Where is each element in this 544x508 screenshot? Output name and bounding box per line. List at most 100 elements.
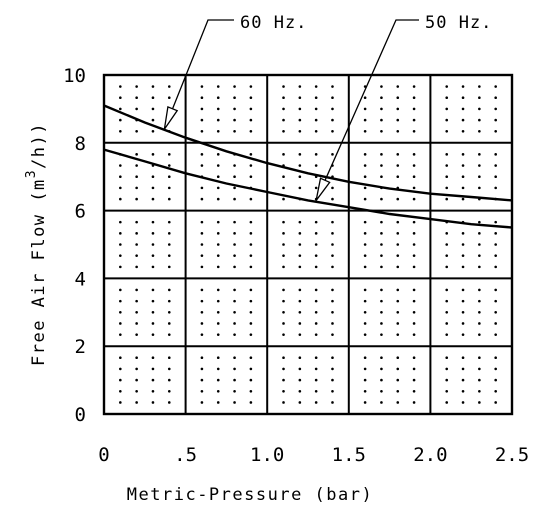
grid-dot <box>445 232 449 235</box>
grid-dot <box>380 232 383 235</box>
grid-dot <box>445 175 449 178</box>
grid-dot <box>380 254 383 257</box>
grid-dot <box>135 197 138 201</box>
grid-dot <box>282 367 285 371</box>
grid-dot <box>380 175 383 178</box>
grid-dot <box>216 401 220 404</box>
grid-dot <box>135 85 138 88</box>
grid-dot <box>331 232 334 235</box>
grid-dot <box>445 107 449 111</box>
grid-dot <box>200 254 204 257</box>
grid-dot <box>249 107 253 111</box>
grid-dot <box>314 107 318 111</box>
grid-dot <box>314 243 318 246</box>
grid-dot <box>135 299 138 303</box>
y-axis-label-tail: /h)) <box>29 122 49 169</box>
grid-dot <box>282 356 285 360</box>
grid-dot <box>380 311 383 314</box>
annotation-arrowhead <box>163 106 179 130</box>
grid-dot <box>412 299 416 303</box>
grid-dot <box>445 322 449 325</box>
grid-dot <box>249 299 253 303</box>
grid-dot <box>233 254 236 257</box>
grid-dot <box>216 153 220 156</box>
grid-dot <box>494 299 497 303</box>
grid-dot <box>200 129 204 133</box>
grid-dot <box>396 333 400 336</box>
y-tick-labels: 0 2 4 6 8 10 <box>63 65 86 426</box>
annotations: 60 Hz. 50 Hz. <box>163 13 491 201</box>
grid-dot <box>363 186 367 190</box>
grid-dot <box>298 356 302 360</box>
grid-dot <box>363 401 367 404</box>
grid-dot <box>412 232 416 235</box>
grid-dot <box>396 243 400 246</box>
grid-dot <box>135 333 138 336</box>
y-tick-label: 0 <box>75 404 86 426</box>
grid-dot <box>298 107 302 111</box>
grid-dot <box>478 118 481 122</box>
grid-dot <box>216 333 220 336</box>
grid-dot <box>412 378 416 382</box>
grid-dot <box>249 265 253 269</box>
grid-dot <box>396 322 400 325</box>
grid-dot <box>233 186 236 190</box>
x-tick-label: 0 <box>98 444 109 466</box>
grid-dot <box>494 311 497 314</box>
grid-dot <box>167 401 171 404</box>
grid-dot <box>151 311 155 314</box>
grid-dot <box>445 288 449 292</box>
grid-dot <box>412 367 416 371</box>
grid-dot <box>331 378 334 382</box>
grid-dot <box>314 164 318 167</box>
grid-dot <box>282 243 285 246</box>
grid-dot <box>282 107 285 111</box>
grid-dot <box>298 186 302 190</box>
grid-dot <box>494 107 497 111</box>
x-tick-label: 1.5 <box>332 444 366 466</box>
grid-dot <box>461 96 465 100</box>
grid-dot <box>363 299 367 303</box>
grid-dot <box>167 299 171 303</box>
grid-dot <box>331 186 334 190</box>
grid-dot <box>151 232 155 235</box>
grid-dot <box>494 322 497 325</box>
grid-dot <box>331 265 334 269</box>
grid-dot <box>396 175 400 178</box>
grid-dot <box>167 243 171 246</box>
grid-dot <box>249 96 253 100</box>
grid-dot <box>363 254 367 257</box>
grid-dot <box>135 129 138 133</box>
grid-dot <box>216 107 220 111</box>
grid-dot <box>314 333 318 336</box>
grid-dot <box>494 118 497 122</box>
grid-dot <box>233 333 236 336</box>
grid-dot <box>412 118 416 122</box>
grid-dot <box>478 299 481 303</box>
grid-dot <box>249 232 253 235</box>
grid-dot <box>167 164 171 167</box>
grid-dot <box>119 322 122 325</box>
grid-dot <box>380 389 383 393</box>
grid-dot <box>282 254 285 257</box>
grid-dot <box>249 288 253 292</box>
grid-lines <box>104 75 512 414</box>
grid-dot <box>461 107 465 111</box>
annotation-leader <box>163 19 234 130</box>
grid-dot <box>494 401 497 404</box>
grid-dot <box>494 243 497 246</box>
grid-dot <box>494 389 497 393</box>
grid-dot <box>396 265 400 269</box>
grid-dot <box>298 288 302 292</box>
grid-dot <box>233 118 236 122</box>
grid-dot <box>363 322 367 325</box>
x-tick-label: 1.0 <box>250 444 284 466</box>
grid-dot <box>216 288 220 292</box>
grid-dot <box>119 311 122 314</box>
grid-dot <box>216 322 220 325</box>
grid-dot <box>461 288 465 292</box>
grid-dot <box>445 367 449 371</box>
grid-dot <box>119 107 122 111</box>
grid-dot <box>363 164 367 167</box>
grid-dot <box>135 186 138 190</box>
